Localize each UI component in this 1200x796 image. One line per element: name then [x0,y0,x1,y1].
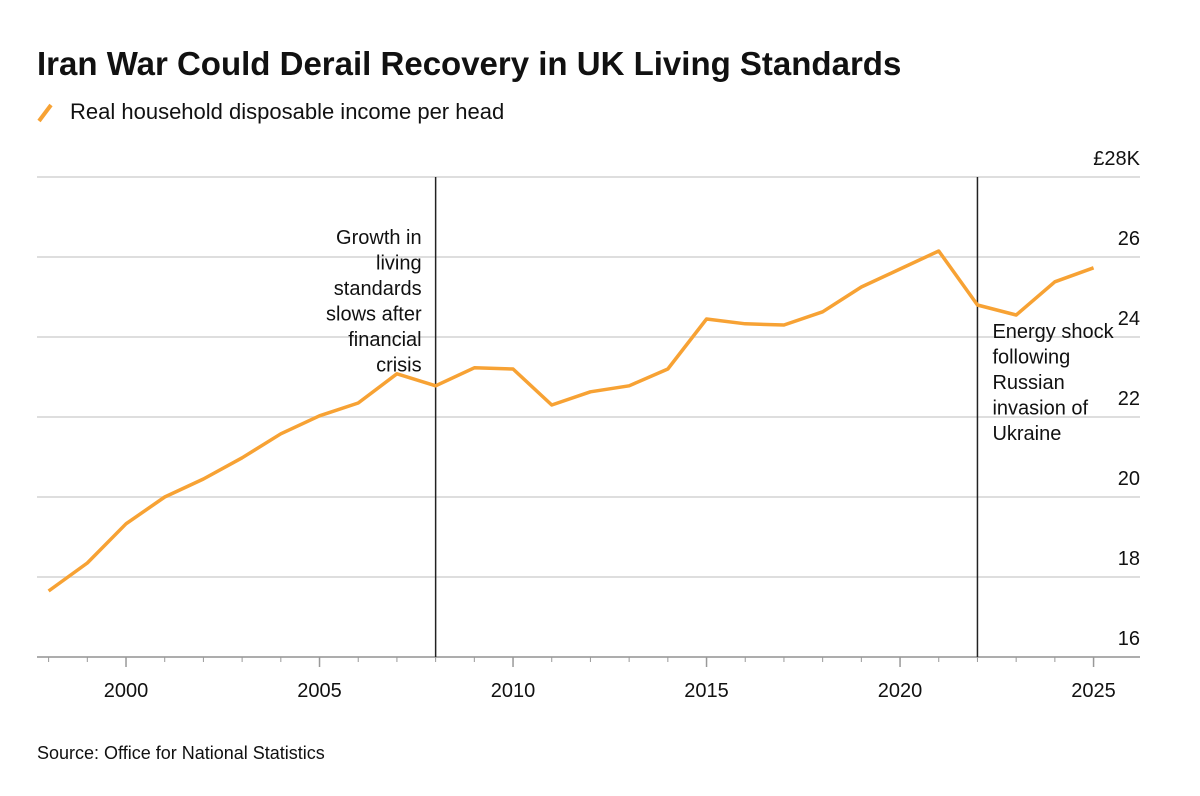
legend-swatch [37,103,53,123]
x-tick-label: 2005 [297,680,342,702]
plot-area: 16 18 20 22 24 26 £28K 2000 2005 2010 2015 2020 2025… [37,148,1141,702]
y-tick-label: 20 [1118,468,1140,490]
annotation-text: crisis [376,355,422,377]
x-tick-label: 2015 [684,680,729,702]
annotation-text: following [992,347,1070,369]
y-tick-label: 22 [1118,388,1140,410]
annotation-text: Ukraine [992,423,1061,445]
data-line [47,249,1095,593]
y-tick-label: 26 [1118,228,1140,250]
x-tick-label: 2000 [104,680,149,702]
x-tick-label: 2020 [878,680,923,702]
y-tick-label: £28K [1093,148,1140,170]
legend-label: Real household disposable income per hea… [70,99,504,124]
source-note: Source: Office for National Statistics [37,743,325,763]
x-tick-label: 2010 [491,680,536,702]
chart-title: Iran War Could Derail Recovery in UK Liv… [37,45,901,82]
annotation-text: Energy shock [992,321,1114,343]
annotation-text: standards [334,278,422,300]
y-tick-label: 18 [1118,548,1140,570]
annotation-text: Russian [992,372,1064,394]
annotation-text: Growth in [336,227,422,249]
x-tick-label: 2025 [1071,680,1116,702]
y-tick-label: 24 [1118,308,1140,330]
annotation-text: living [376,253,422,275]
annotation-text: invasion of [992,398,1088,420]
annotation-text: financial [348,329,421,351]
y-tick-label: 16 [1118,628,1140,650]
annotation-text: slows after [326,304,422,326]
